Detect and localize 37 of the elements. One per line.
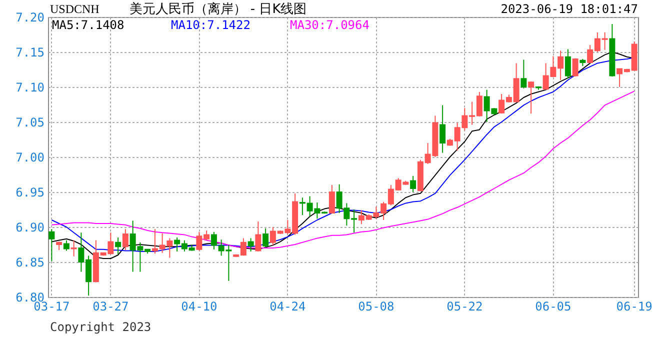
candlestick (48, 228, 55, 262)
x-tick-label: 06-19 (616, 300, 652, 314)
x-tick-label: 06-05 (535, 300, 572, 314)
candlestick (122, 228, 128, 251)
y-tick-label: 7.05 (16, 116, 44, 130)
candlestick (262, 228, 269, 248)
x-tick-label: 03-27 (92, 300, 129, 314)
candlestick (63, 240, 70, 252)
x-tick-label: 04-10 (181, 300, 218, 314)
x-tick-label: 04-24 (270, 300, 306, 314)
text: 2023-06-19 18:01:47 (500, 2, 638, 16)
y-tick-label: 7.15 (16, 46, 44, 60)
candlestick (528, 80, 534, 114)
x-tick-label: 05-22 (446, 300, 483, 314)
candlestick (70, 240, 77, 257)
candlestick (255, 220, 262, 252)
y-tick-label: 7.00 (16, 150, 44, 164)
chart-title: 美元人民币（离岸） - 日K线图 (129, 1, 307, 17)
candlestick (115, 237, 122, 255)
candlestick (564, 48, 571, 80)
y-tick-label: 6.95 (16, 186, 44, 200)
candlestick (520, 59, 527, 89)
y-tick-label: 6.90 (16, 220, 44, 234)
candlestick (440, 104, 446, 154)
text: Copyright 2023 (50, 320, 152, 334)
candlestick (210, 231, 217, 250)
text: MA5:7.1408 (52, 18, 124, 32)
x-tick-label: 05-08 (358, 300, 394, 314)
y-tick-label: 7.10 (16, 80, 44, 94)
chart-subtitle: USDCNH (50, 2, 100, 16)
text: MA10:7.1422 (171, 18, 250, 32)
text: MA30:7.0964 (290, 18, 370, 32)
candlestick (410, 175, 416, 192)
candlestick (248, 238, 254, 252)
y-tick-label: 6.85 (16, 256, 44, 270)
y-tick-label: 7.20 (16, 10, 44, 24)
candlestick (328, 184, 335, 214)
